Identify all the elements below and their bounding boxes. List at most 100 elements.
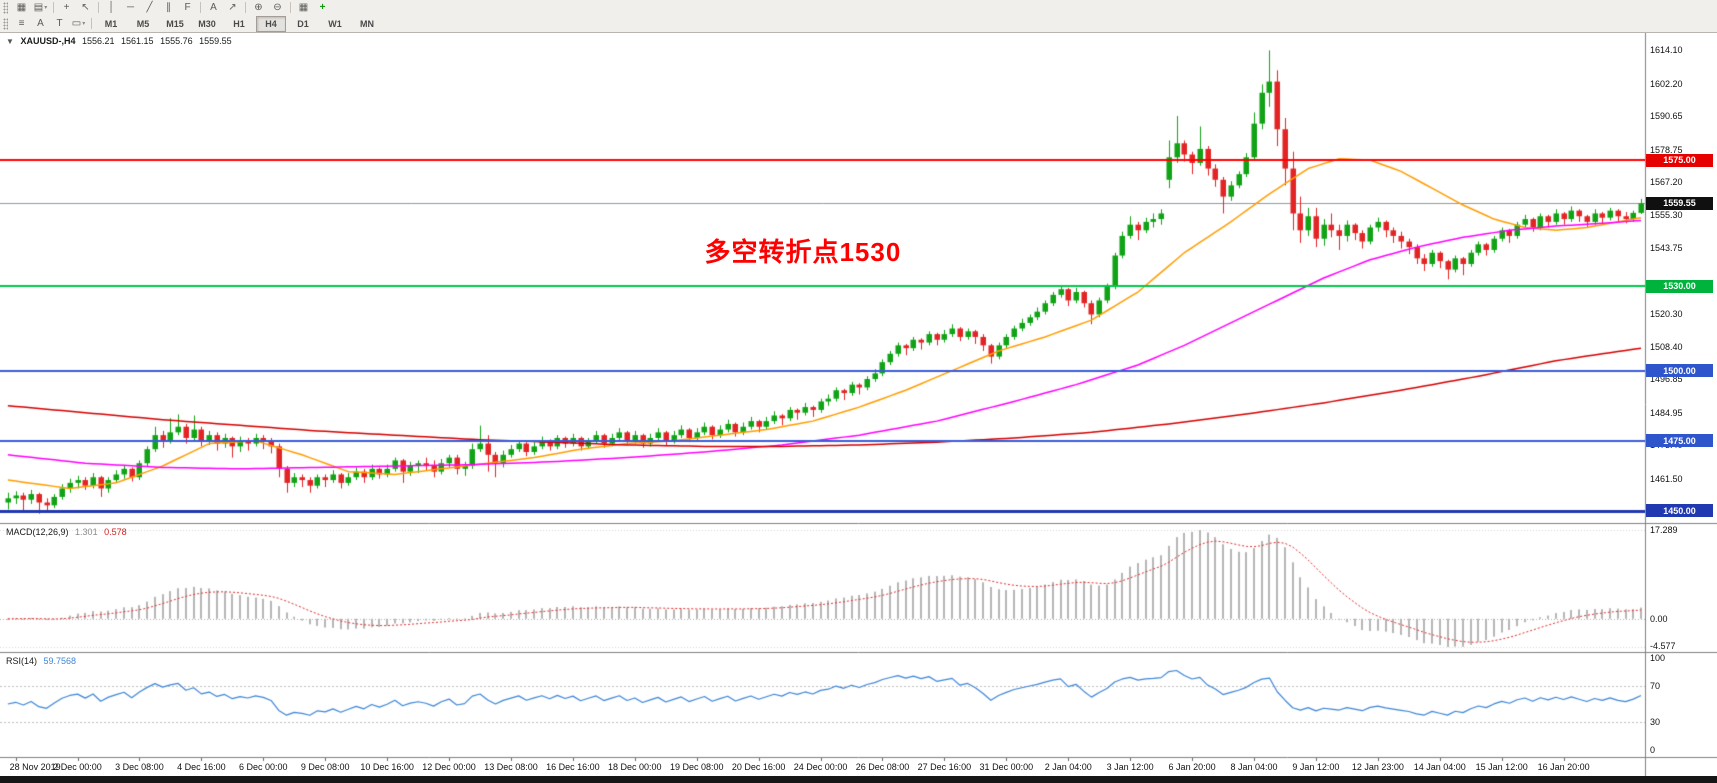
crosshair-icon[interactable]: + bbox=[57, 0, 76, 15]
price-tick-label: 1567.20 bbox=[1650, 177, 1683, 188]
cursor-icon[interactable]: ↖ bbox=[76, 0, 95, 15]
price-tick-label: 1543.75 bbox=[1650, 242, 1683, 253]
time-axis-label: 14 Jan 04:00 bbox=[1413, 762, 1466, 772]
profiles-icon: ▤ bbox=[33, 1, 44, 13]
macd-zero-label: 0.00 bbox=[1650, 613, 1668, 624]
ohlc-open: 1556.21 bbox=[81, 36, 115, 46]
macd-main-value: 1.301 bbox=[75, 527, 98, 537]
time-axis-label: 26 Dec 08:00 bbox=[855, 762, 910, 772]
time-axis-label: 12 Jan 23:00 bbox=[1351, 762, 1404, 772]
rsi-indicator-title: RSI(14) 59.7568 bbox=[6, 656, 80, 666]
toolbar-grip[interactable] bbox=[3, 17, 8, 30]
price-badge-1500.00: 1500.00 bbox=[1646, 364, 1713, 378]
time-axis-label: 16 Jan 20:00 bbox=[1537, 762, 1590, 772]
toolbar-separator bbox=[53, 2, 54, 13]
macd-min-label: -4.577 bbox=[1650, 641, 1676, 651]
chart-window-icon[interactable]: ▦ bbox=[12, 0, 31, 15]
tools-group: ≡ A T ▭ ▾ bbox=[2, 16, 95, 31]
ohlc-low: 1555.76 bbox=[160, 36, 193, 46]
time-axis-label: 8 Jan 04:00 bbox=[1230, 762, 1278, 772]
rsi-level-label: 70 bbox=[1650, 680, 1661, 691]
chevron-down-icon: ▾ bbox=[82, 20, 86, 27]
price-chart-canvas[interactable] bbox=[0, 33, 1717, 776]
time-axis-label: 19 Dec 08:00 bbox=[669, 762, 724, 772]
symbol-dropdown-icon[interactable]: ▼ bbox=[6, 37, 14, 46]
price-tick-label: 1614.10 bbox=[1650, 45, 1683, 56]
price-tick-label: 1461.50 bbox=[1650, 473, 1683, 484]
vertical-line-icon[interactable]: │ bbox=[102, 0, 121, 15]
ohlc-close: 1559.55 bbox=[199, 36, 232, 46]
crosshair-icon: + bbox=[63, 1, 70, 13]
price-tick-label: 1578.75 bbox=[1650, 144, 1683, 155]
toolbar-grip[interactable] bbox=[3, 1, 8, 14]
price-badge-1450.00: 1450.00 bbox=[1646, 504, 1713, 518]
add-indicator-icon[interactable]: + bbox=[313, 0, 332, 15]
timeframe-button-d1[interactable]: D1 bbox=[297, 18, 309, 29]
timeframe-toolbar: M1 M5 M15 M30 H1 H4 D1 W1 MN bbox=[95, 15, 383, 32]
timeframe-button-mn[interactable]: MN bbox=[360, 18, 374, 29]
time-axis-label: 13 Dec 08:00 bbox=[484, 762, 538, 772]
menu-icon: ≡ bbox=[18, 17, 25, 29]
price-tick-label: 1555.30 bbox=[1650, 210, 1683, 221]
toolbar-row-tools: ≡ A T ▭ ▾ M1 M5 M15 M30 H1 H4 D1 W1 MN bbox=[0, 15, 1717, 32]
tile-windows-icon[interactable]: ▦ bbox=[294, 0, 313, 15]
chart-window: ▼ XAUUSD-,H4 1556.21 1561.15 1555.76 155… bbox=[0, 33, 1717, 776]
time-axis-label: 24 Dec 00:00 bbox=[793, 762, 848, 772]
shapes-icon: ▭ bbox=[71, 17, 82, 29]
time-axis-label: 31 Dec 00:00 bbox=[979, 762, 1034, 772]
horizontal-line-icon[interactable]: ─ bbox=[121, 0, 140, 15]
zoom-in-icon[interactable]: ⊕ bbox=[249, 0, 268, 15]
time-axis-label: 10 Dec 16:00 bbox=[360, 762, 414, 772]
timeframe-button-m5[interactable]: M5 bbox=[136, 18, 150, 29]
text-tool-icon[interactable]: A bbox=[204, 0, 223, 15]
timeframe-button-h4[interactable]: H4 bbox=[256, 15, 286, 32]
time-axis-label: 15 Jan 12:00 bbox=[1475, 762, 1528, 772]
timeframe-button-h1[interactable]: H1 bbox=[233, 18, 245, 29]
timeframe-button-m1[interactable]: M1 bbox=[104, 18, 118, 29]
time-axis-label: 9 Jan 12:00 bbox=[1292, 762, 1340, 772]
timeframe-button-w1[interactable]: W1 bbox=[328, 18, 342, 29]
time-axis-label: 9 Dec 08:00 bbox=[300, 762, 350, 772]
taskbar-strip bbox=[0, 776, 1717, 783]
label-tool-icon: T bbox=[56, 17, 63, 29]
text-annotation-icon: A bbox=[37, 17, 44, 29]
price-tick-label: 1496.85 bbox=[1650, 374, 1683, 385]
macd-signal-value: 0.578 bbox=[104, 527, 127, 537]
arrow-tool-icon[interactable]: ↗ bbox=[223, 0, 242, 15]
time-axis-label: 18 Dec 00:00 bbox=[608, 762, 662, 772]
macd-indicator-title: MACD(12,26,9) 1.301 0.578 bbox=[6, 527, 131, 537]
price-badge-1575.00: 1575.00 bbox=[1646, 153, 1713, 167]
price-badge-1559.55: 1559.55 bbox=[1646, 196, 1713, 210]
chart-annotation[interactable]: 多空转折点1530 bbox=[704, 236, 902, 267]
time-axis-label: 16 Dec 16:00 bbox=[546, 762, 600, 772]
channel-icon[interactable]: ∥ bbox=[159, 0, 178, 15]
price-tick-label: 1520.30 bbox=[1650, 308, 1683, 319]
trendline-icon[interactable]: ╱ bbox=[140, 0, 159, 15]
symbol-period-label: XAUUSD-,H4 bbox=[20, 36, 76, 46]
time-axis-label: 12 Dec 00:00 bbox=[422, 762, 476, 772]
tile-windows-icon: ▦ bbox=[298, 1, 309, 13]
text-annotation-icon[interactable]: A bbox=[31, 16, 50, 31]
menu-icon[interactable]: ≡ bbox=[12, 16, 31, 31]
time-axis-label: 6 Jan 20:00 bbox=[1168, 762, 1216, 772]
price-tick-label: 1602.20 bbox=[1650, 78, 1683, 89]
toolbar-row-standard: ▦ ▤ ▾ + ↖ │ ─ ╱ ∥ F A ↗ ⊕ ⊖ ▦ + bbox=[0, 0, 1717, 15]
toolbar-separator bbox=[290, 2, 291, 13]
toolbar-separator bbox=[200, 2, 201, 13]
rsi-value: 59.7568 bbox=[43, 656, 77, 666]
time-axis-label: 2 Jan 04:00 bbox=[1044, 762, 1092, 772]
timeframe-button-m15[interactable]: M15 bbox=[166, 18, 184, 29]
label-tool-icon[interactable]: T bbox=[50, 16, 69, 31]
zoom-out-icon[interactable]: ⊖ bbox=[268, 0, 287, 15]
timeframe-button-m30[interactable]: M30 bbox=[198, 18, 216, 29]
time-axis-label: 4 Dec 16:00 bbox=[177, 762, 226, 772]
fibonacci-icon: F bbox=[184, 1, 191, 13]
rsi-level-label: 100 bbox=[1650, 653, 1666, 663]
shapes-icon[interactable]: ▭ ▾ bbox=[69, 16, 88, 31]
horizontal-line-icon: ─ bbox=[126, 1, 135, 13]
fibonacci-icon[interactable]: F bbox=[178, 0, 197, 15]
price-tick-label: 1484.95 bbox=[1650, 407, 1683, 418]
profiles-icon[interactable]: ▤ ▾ bbox=[31, 0, 50, 15]
time-axis-label: 20 Dec 16:00 bbox=[731, 762, 786, 772]
